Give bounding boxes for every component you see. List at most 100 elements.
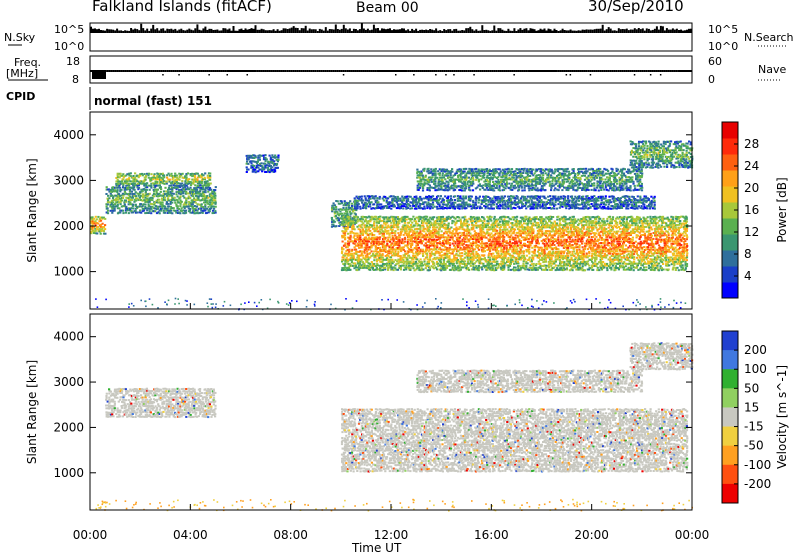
echo-cell	[181, 172, 184, 175]
echo-cell	[575, 256, 578, 259]
echo-cell	[448, 262, 451, 265]
echo-cell	[376, 217, 379, 220]
echo-cell	[366, 242, 369, 245]
echo-cell	[395, 247, 398, 249]
nsky-bar	[230, 30, 233, 33]
echo-cell	[388, 232, 391, 235]
echo-cell	[197, 203, 200, 206]
nsky-tick-top: 10^5	[54, 23, 84, 36]
echo-cell	[525, 228, 528, 231]
echo-cell	[368, 246, 372, 249]
echo-cell	[250, 166, 253, 169]
echo-cell	[363, 250, 366, 253]
echo-cell	[419, 258, 422, 261]
echo-cell	[116, 178, 119, 181]
echo-cell	[476, 244, 479, 247]
echo-cell	[178, 192, 181, 195]
echo-cell	[472, 266, 475, 269]
echo-cell	[490, 262, 493, 265]
echo-cell	[518, 238, 521, 241]
echo-cell	[176, 207, 179, 210]
echo-cell	[573, 225, 576, 228]
echo-cell	[214, 202, 217, 205]
echo-cell	[349, 252, 352, 255]
echo-cell	[185, 176, 188, 179]
echo-cell	[506, 220, 509, 223]
echo-cell	[440, 218, 443, 221]
echo-cell	[390, 266, 393, 269]
echo-cell	[518, 223, 521, 226]
echo-cell	[408, 250, 411, 253]
freq-point	[372, 70, 375, 72]
echo-cell	[127, 200, 130, 203]
echo-cell	[154, 182, 157, 185]
echo-cell	[419, 226, 422, 229]
echo-cell	[392, 248, 396, 251]
echo-cell	[200, 199, 203, 202]
echo-cell	[578, 222, 581, 225]
echo-cell	[458, 269, 461, 272]
echo-cell	[423, 263, 427, 266]
echo-cell	[390, 221, 393, 224]
freq-point	[210, 70, 213, 72]
echo-cell	[112, 188, 115, 191]
echo-cell	[512, 238, 515, 241]
echo-cell	[486, 228, 489, 231]
freq-point	[459, 70, 462, 72]
echo-cell	[463, 246, 466, 249]
echo-cell	[509, 259, 512, 261]
echo-cell	[139, 173, 142, 176]
echo-cell	[416, 252, 419, 255]
echo-cell	[411, 262, 414, 265]
echo-cell	[359, 228, 362, 231]
echo-cell	[394, 236, 397, 239]
echo-cell	[535, 216, 538, 218]
echo-cell	[380, 258, 383, 261]
echo-cell	[139, 209, 142, 212]
echo-cell	[511, 238, 514, 241]
echo-cell	[545, 234, 548, 237]
echo-cell	[395, 240, 398, 243]
nave-point	[659, 74, 662, 76]
freq-point	[473, 70, 476, 72]
echo-cell	[510, 254, 513, 257]
echo-cell	[204, 209, 207, 212]
echo-cell	[468, 246, 471, 249]
echo-cell	[156, 198, 160, 201]
nsky-bar	[244, 28, 247, 33]
echo-cell	[194, 184, 197, 187]
echo-cell	[111, 207, 114, 210]
echo-cell	[499, 220, 502, 223]
echo-cell	[419, 238, 422, 241]
echo-cell	[388, 256, 391, 259]
echo-cell	[539, 262, 542, 265]
freq-point	[443, 70, 446, 72]
nsky-bar	[661, 26, 664, 33]
echo-cell	[533, 220, 536, 223]
echo-cell	[542, 217, 545, 220]
nsky-bar	[507, 28, 510, 33]
freq-point	[282, 70, 285, 72]
echo-cell	[381, 269, 384, 271]
echo-cell	[353, 252, 356, 255]
echo-cell	[529, 222, 532, 225]
echo-cell	[164, 196, 167, 199]
echo-cell	[458, 264, 461, 267]
echo-cell	[521, 254, 524, 257]
freq-point	[118, 70, 121, 72]
echo-cell	[509, 268, 513, 271]
echo-cell	[462, 231, 465, 234]
echo-cell	[264, 160, 267, 163]
echo-cell	[261, 165, 264, 168]
echo-cell	[557, 264, 560, 267]
freq-point	[246, 70, 249, 72]
echo-cell	[496, 246, 499, 249]
echo-cell	[197, 191, 200, 194]
echo-cell	[379, 230, 382, 233]
echo-cell	[153, 173, 156, 176]
echo-cell	[176, 195, 179, 198]
echo-cell	[472, 250, 475, 253]
echo-cell	[440, 230, 443, 233]
echo-cell	[194, 207, 197, 210]
nsky-bar	[603, 30, 606, 33]
